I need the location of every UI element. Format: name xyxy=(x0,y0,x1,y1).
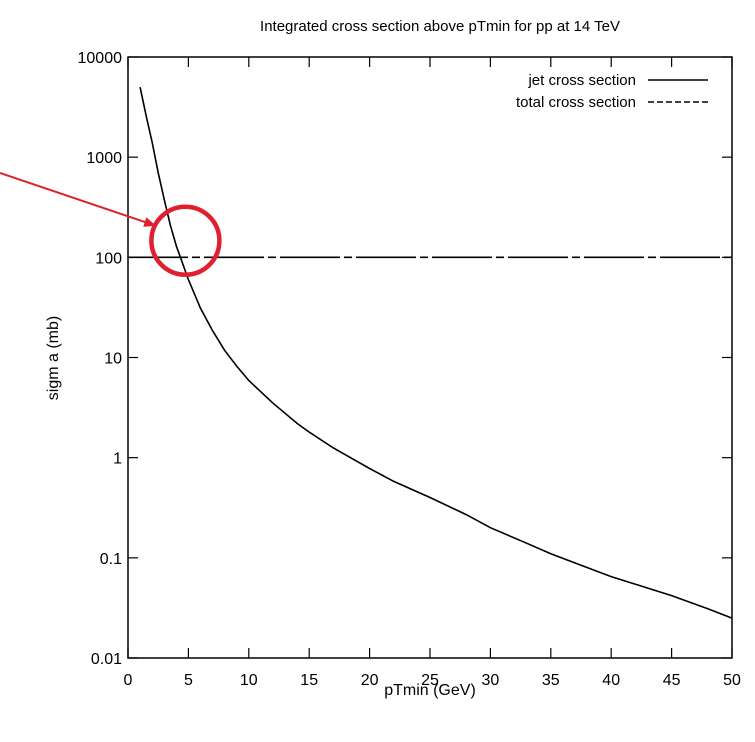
x-tick-label: 15 xyxy=(300,672,318,689)
y-tick-label: 1000 xyxy=(86,150,122,167)
series-line-jet-cross-section xyxy=(139,87,733,619)
x-tick-label: 35 xyxy=(542,672,560,689)
y-tick-label: 0.1 xyxy=(100,551,122,568)
series-layer xyxy=(128,87,733,619)
x-tick-label: 30 xyxy=(482,672,500,689)
x-tick-label: 20 xyxy=(361,672,379,689)
x-tick-label: 45 xyxy=(663,672,681,689)
x-tick-label: 40 xyxy=(602,672,620,689)
x-tick-label: 50 xyxy=(723,672,741,689)
highlight-circle xyxy=(149,204,222,277)
chart-title: Integrated cross section above pTmin for… xyxy=(260,18,620,35)
x-tick-label: 25 xyxy=(421,672,439,689)
x-tick-label: 10 xyxy=(240,672,258,689)
y-tick-label: 1 xyxy=(113,451,122,468)
annotation-layer xyxy=(0,172,222,277)
axis-ticks: 0 5 10 15 20 25 30 35 40 45 50 0.01 0.1 1 10 100 1000 100… xyxy=(78,50,742,689)
x-tick-label: 0 xyxy=(124,672,133,689)
y-tick-label: 10000 xyxy=(78,50,123,67)
plot-area-frame xyxy=(127,56,733,659)
x-axis-title: pTmin (GeV) xyxy=(384,682,476,699)
y-tick-label: 10 xyxy=(104,351,122,368)
y-tick-label: 0.01 xyxy=(91,651,122,668)
legend-label: total cross section xyxy=(516,94,636,111)
pointer-arrow xyxy=(0,172,157,227)
y-tick-label: 100 xyxy=(95,250,122,267)
x-tick-label: 5 xyxy=(184,672,193,689)
legend: jet cross section total cross section xyxy=(516,72,708,111)
legend-label: jet cross section xyxy=(527,72,636,89)
y-axis-title: sigm a (mb) xyxy=(45,316,62,400)
